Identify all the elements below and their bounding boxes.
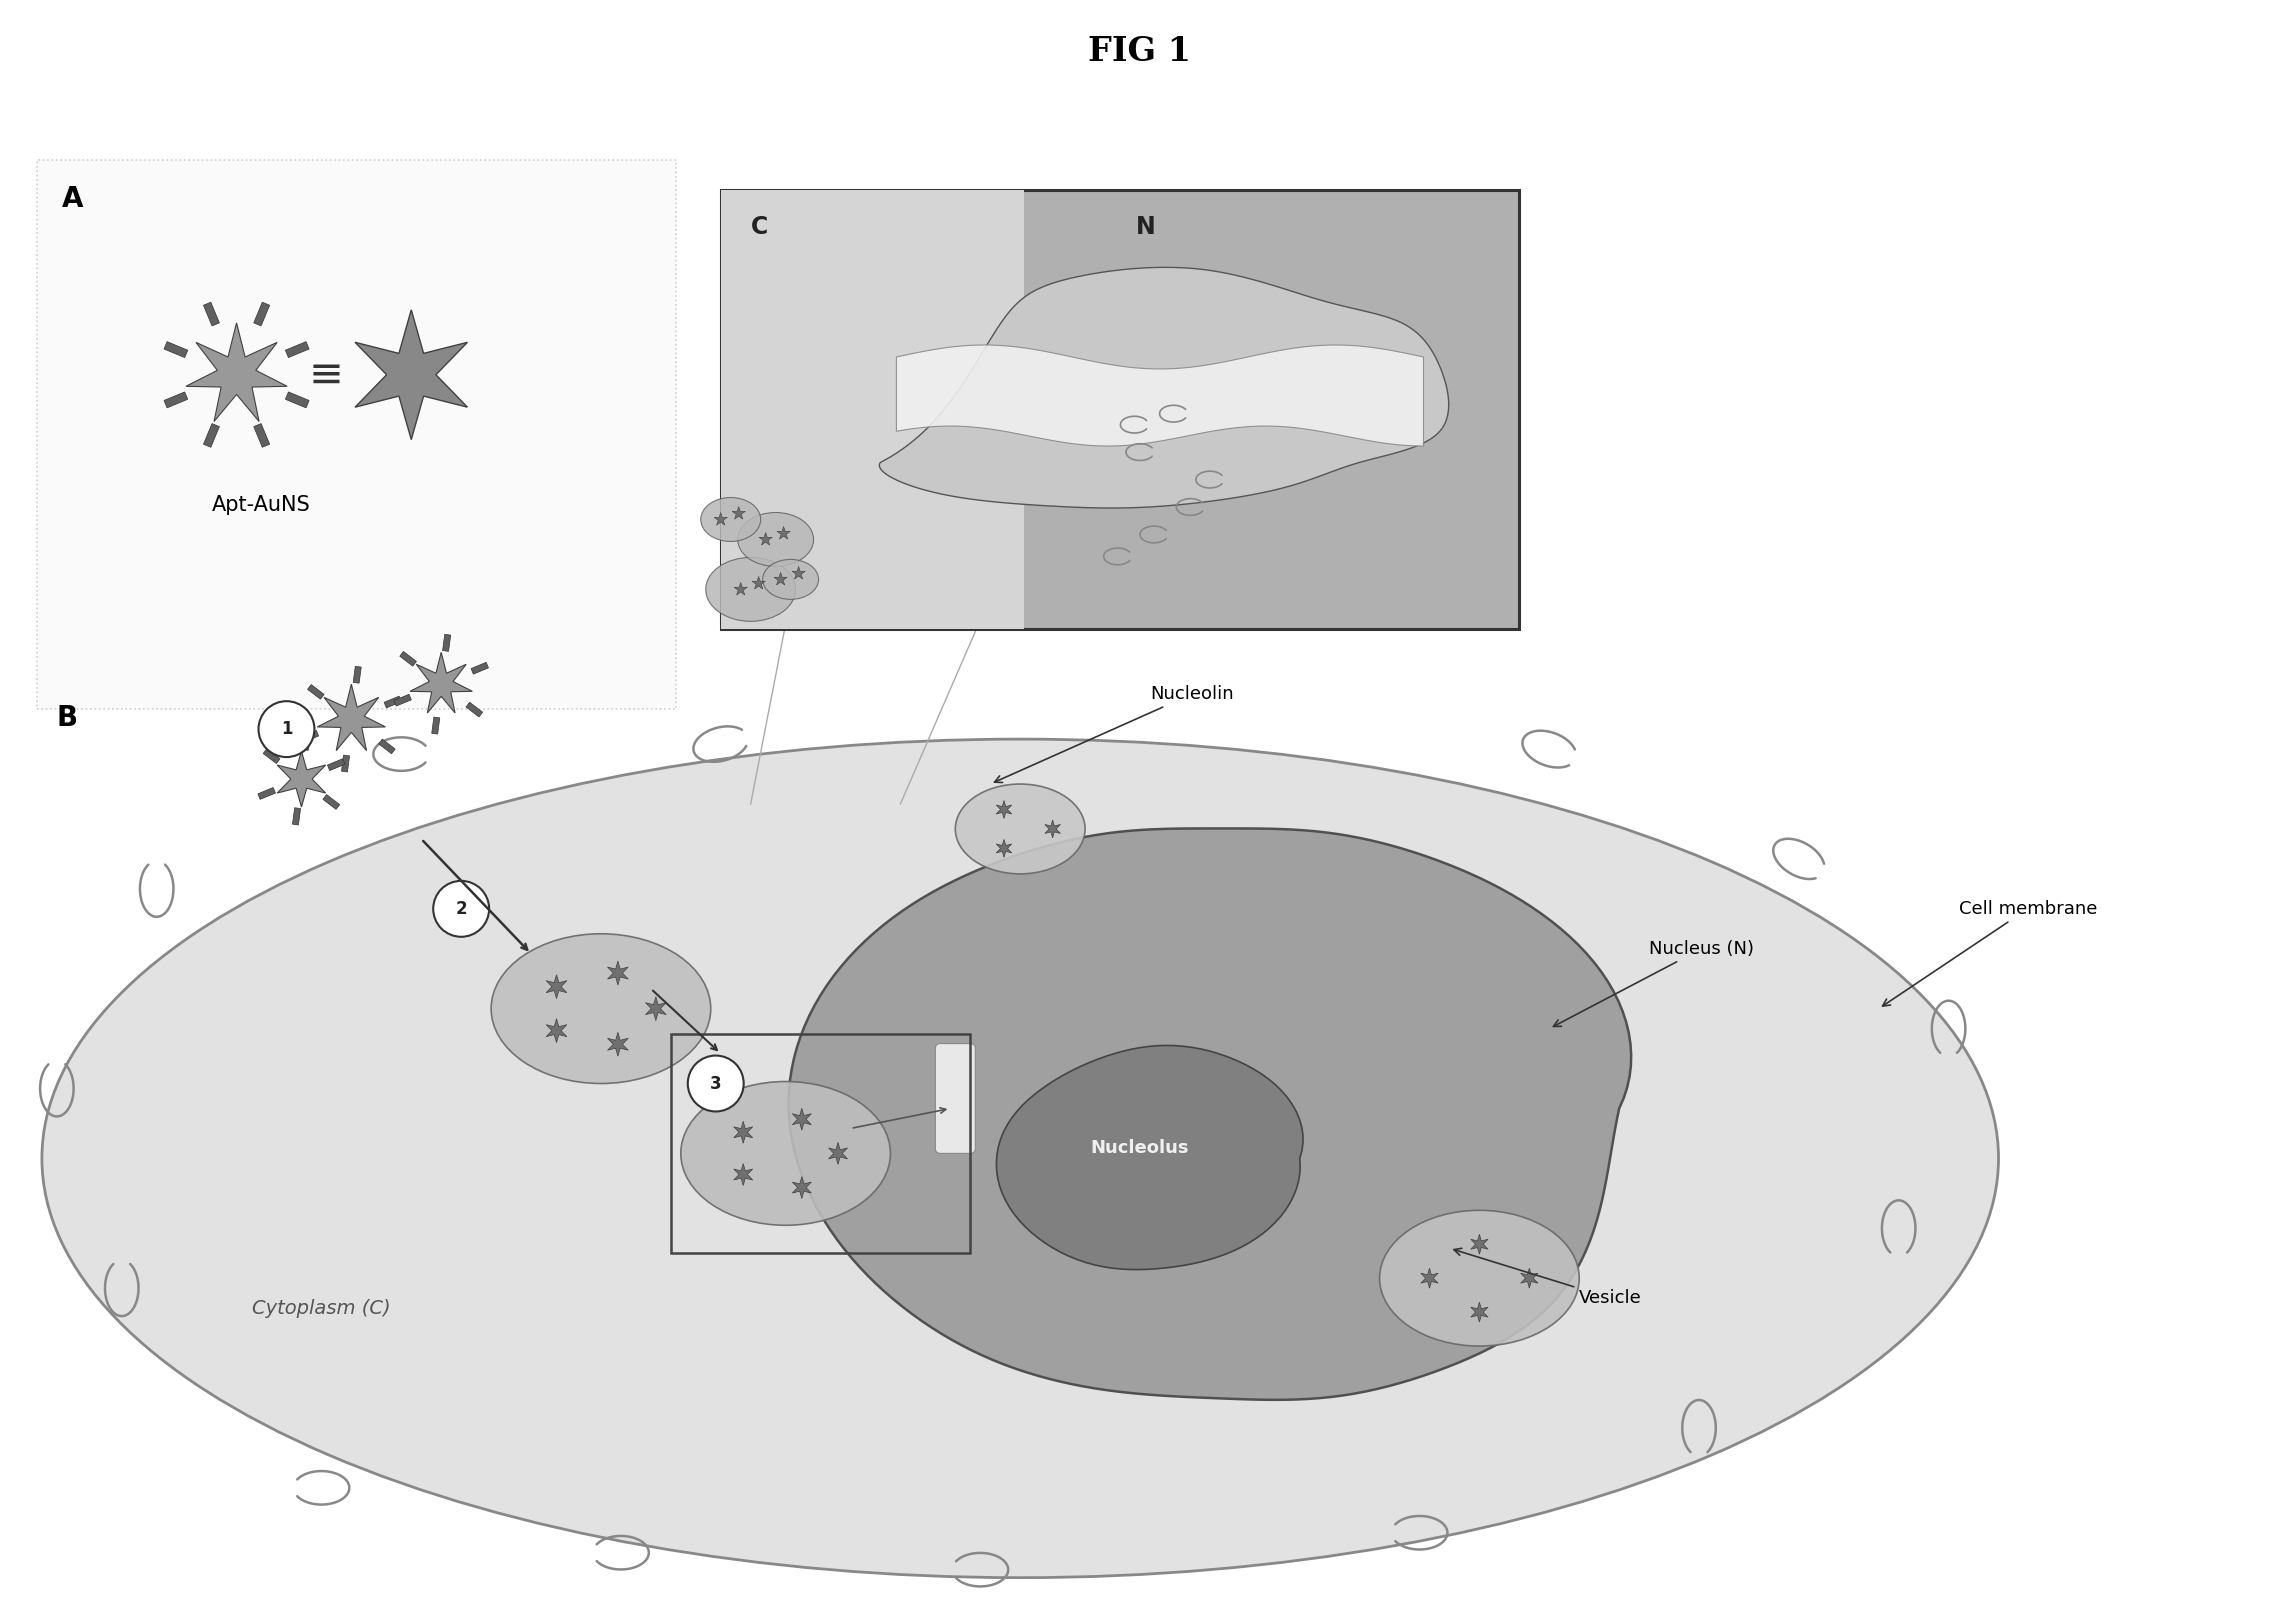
Polygon shape: [788, 829, 1630, 1400]
Circle shape: [688, 1056, 745, 1112]
Polygon shape: [303, 734, 310, 750]
Polygon shape: [1045, 821, 1061, 838]
Text: N: N: [1136, 216, 1157, 240]
Polygon shape: [285, 393, 310, 407]
Polygon shape: [328, 759, 346, 771]
Polygon shape: [442, 634, 451, 652]
Circle shape: [260, 702, 314, 758]
Polygon shape: [792, 1176, 811, 1199]
Polygon shape: [253, 302, 269, 327]
Text: B: B: [57, 705, 77, 732]
Ellipse shape: [681, 1081, 890, 1226]
Polygon shape: [291, 808, 301, 825]
Ellipse shape: [492, 933, 710, 1083]
FancyBboxPatch shape: [936, 1044, 975, 1154]
Polygon shape: [1521, 1268, 1537, 1289]
Polygon shape: [285, 341, 310, 357]
Polygon shape: [433, 718, 439, 734]
Polygon shape: [317, 684, 385, 751]
Polygon shape: [776, 526, 790, 539]
Polygon shape: [307, 684, 323, 700]
Text: Nucleolus: Nucleolus: [1091, 1139, 1189, 1157]
Polygon shape: [355, 311, 467, 439]
FancyBboxPatch shape: [36, 161, 676, 710]
Text: FIG 1: FIG 1: [1088, 35, 1191, 68]
Polygon shape: [546, 1018, 567, 1043]
Polygon shape: [253, 423, 269, 447]
Polygon shape: [774, 573, 788, 586]
Polygon shape: [715, 513, 726, 525]
Text: A: A: [61, 185, 84, 212]
Polygon shape: [353, 666, 362, 684]
Polygon shape: [471, 663, 490, 674]
Polygon shape: [731, 507, 745, 520]
Ellipse shape: [1380, 1210, 1580, 1347]
Polygon shape: [164, 393, 187, 407]
Polygon shape: [733, 1163, 754, 1186]
Polygon shape: [792, 566, 806, 579]
Polygon shape: [187, 323, 287, 422]
Polygon shape: [278, 751, 326, 808]
Text: Nucleolin: Nucleolin: [995, 685, 1234, 782]
Ellipse shape: [706, 557, 795, 621]
Polygon shape: [401, 652, 417, 666]
Ellipse shape: [738, 513, 813, 566]
Polygon shape: [829, 1142, 847, 1165]
Polygon shape: [644, 996, 667, 1020]
Polygon shape: [997, 1046, 1302, 1270]
Polygon shape: [203, 423, 219, 447]
Text: Nucleus (N): Nucleus (N): [1553, 940, 1753, 1027]
Polygon shape: [733, 582, 747, 595]
Polygon shape: [879, 267, 1448, 508]
Ellipse shape: [956, 784, 1086, 874]
Polygon shape: [608, 1033, 628, 1056]
Polygon shape: [394, 693, 412, 706]
Polygon shape: [301, 730, 319, 742]
Ellipse shape: [701, 497, 761, 542]
Polygon shape: [467, 702, 483, 718]
Polygon shape: [608, 961, 628, 985]
Ellipse shape: [763, 560, 817, 600]
Polygon shape: [758, 533, 772, 545]
Bar: [722, 190, 1025, 629]
Polygon shape: [323, 795, 339, 809]
Polygon shape: [997, 840, 1011, 858]
Polygon shape: [897, 344, 1423, 446]
Polygon shape: [1471, 1302, 1489, 1323]
Polygon shape: [1471, 1234, 1489, 1255]
Polygon shape: [997, 801, 1011, 819]
Text: Apt-AuNS: Apt-AuNS: [212, 494, 312, 515]
Text: Cytoplasm (C): Cytoplasm (C): [253, 1298, 392, 1318]
Bar: [672, 1033, 970, 1253]
Polygon shape: [410, 652, 471, 713]
Ellipse shape: [41, 739, 1999, 1578]
Polygon shape: [792, 1109, 811, 1130]
Polygon shape: [546, 975, 567, 999]
Text: Cell membrane: Cell membrane: [1883, 899, 2097, 1006]
Polygon shape: [203, 302, 219, 327]
Text: ≡: ≡: [310, 354, 344, 396]
Circle shape: [433, 880, 490, 936]
Text: 2: 2: [455, 899, 467, 917]
Polygon shape: [751, 576, 765, 589]
Text: 1: 1: [280, 721, 291, 739]
Text: Vesicle: Vesicle: [1455, 1249, 1642, 1307]
Polygon shape: [164, 341, 187, 357]
Text: C: C: [751, 216, 767, 240]
Polygon shape: [257, 787, 276, 800]
Polygon shape: [733, 1121, 754, 1144]
Bar: [722, 190, 1519, 629]
Polygon shape: [264, 748, 280, 764]
Text: 3: 3: [710, 1075, 722, 1093]
Polygon shape: [378, 739, 396, 753]
Polygon shape: [1421, 1268, 1439, 1289]
Polygon shape: [385, 697, 401, 708]
Polygon shape: [342, 755, 351, 772]
